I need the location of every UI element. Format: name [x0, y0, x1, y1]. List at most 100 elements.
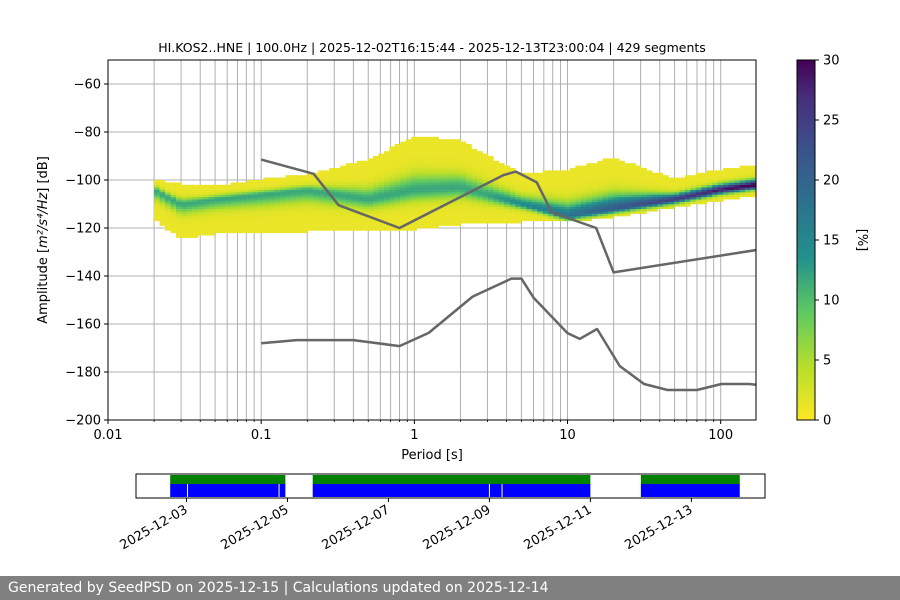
pdf-cell — [745, 177, 751, 181]
pdf-cell — [372, 204, 379, 207]
pdf-cell — [340, 180, 346, 183]
pdf-cell — [383, 216, 390, 219]
pdf-cell — [362, 168, 368, 171]
pdf-cell — [471, 175, 478, 178]
pdf-cell — [690, 196, 697, 200]
pdf-cell — [668, 180, 675, 183]
pdf-cell — [236, 220, 242, 224]
colorbar-tick-label: 15 — [823, 234, 840, 249]
pdf-cell — [285, 177, 292, 181]
pdf-cell — [750, 175, 756, 178]
pdf-cell — [482, 194, 489, 198]
pdf-cell — [662, 192, 669, 195]
pdf-cell — [290, 192, 297, 195]
pdf-cell — [608, 196, 615, 200]
pdf-cell — [624, 196, 631, 200]
pdf-cell — [208, 194, 215, 198]
pdf-cell — [739, 175, 746, 178]
pdf-cell — [476, 156, 483, 159]
pdf-cell — [203, 206, 210, 210]
pdf-cell — [416, 206, 423, 210]
pdf-cell — [465, 170, 472, 174]
pdf-cell — [422, 201, 428, 205]
pdf-cell — [684, 199, 691, 202]
pdf-cell — [192, 196, 199, 200]
pdf-cell — [728, 177, 735, 181]
availability-bar — [170, 475, 286, 484]
pdf-cell — [290, 201, 297, 205]
pdf-cell — [591, 182, 598, 186]
pdf-cell — [619, 208, 625, 212]
pdf-cell — [296, 225, 303, 229]
pdf-cell — [597, 204, 604, 207]
pdf-cell — [630, 175, 636, 178]
pdf-cell — [312, 199, 319, 202]
pdf-cell — [181, 206, 188, 210]
pdf-cell — [652, 189, 658, 193]
pdf-cell — [334, 206, 341, 210]
pdf-cell — [318, 223, 325, 226]
pdf-cell — [487, 189, 494, 193]
pdf-cell — [296, 182, 303, 186]
y-tick-label: −160 — [65, 318, 101, 333]
pdf-cell — [323, 177, 330, 181]
pdf-cell — [717, 184, 724, 188]
pdf-cell — [635, 170, 642, 174]
pdf-cell — [192, 213, 199, 217]
pdf-cell — [509, 189, 516, 193]
pdf-cell — [230, 206, 237, 210]
pdf-cell — [405, 201, 412, 205]
pdf-cell — [165, 187, 171, 190]
pdf-cell — [405, 184, 412, 188]
pdf-cell — [515, 189, 522, 193]
pdf-cell — [728, 194, 735, 198]
pdf-cell — [630, 172, 636, 176]
pdf-cell — [427, 151, 434, 154]
pdf-cell — [706, 189, 713, 193]
pdf-cell — [411, 168, 418, 171]
pdf-cell — [230, 192, 237, 195]
pdf-cell — [498, 172, 505, 176]
pdf-cell — [427, 144, 434, 147]
pdf-cell — [411, 139, 418, 142]
pdf-cell — [416, 208, 423, 212]
pdf-cell — [745, 175, 751, 178]
pdf-cell — [460, 163, 467, 166]
pdf-cell — [378, 165, 385, 169]
colorbar-label: [%] — [854, 229, 869, 252]
pdf-cell — [465, 156, 472, 159]
pdf-cell — [455, 148, 461, 152]
pdf-cell — [411, 170, 418, 174]
pdf-cell — [312, 211, 319, 214]
pdf-cell — [154, 201, 160, 205]
pdf-cell — [438, 196, 445, 200]
pdf-cell — [564, 199, 571, 202]
pdf-cell — [247, 223, 253, 226]
pdf-cell — [285, 199, 292, 202]
pdf-cell — [438, 189, 445, 193]
pdf-cell — [383, 199, 390, 202]
pdf-cell — [416, 141, 423, 145]
pdf-cell — [312, 213, 319, 217]
pdf-cell — [487, 187, 494, 190]
pdf-cell — [372, 156, 379, 159]
pdf-cell — [258, 184, 264, 188]
pdf-cell — [389, 216, 396, 219]
pdf-cell — [520, 213, 527, 217]
pdf-cell — [690, 192, 697, 195]
pdf-cell — [241, 201, 248, 205]
pdf-cell — [712, 194, 718, 198]
pdf-cell — [318, 220, 325, 224]
pdf-cell — [279, 223, 286, 226]
pdf-cell — [580, 184, 587, 188]
pdf-cell — [208, 232, 215, 236]
pdf-cell — [345, 225, 352, 229]
pdf-cell — [493, 187, 500, 190]
pdf-cell — [247, 187, 253, 190]
pdf-cell — [372, 192, 379, 195]
pdf-cell — [564, 175, 571, 178]
pdf-cell — [684, 187, 691, 190]
timeline-tick-label: 2025-12-03 — [118, 502, 191, 553]
pdf-cell — [334, 189, 341, 193]
pdf-cell — [706, 175, 713, 178]
